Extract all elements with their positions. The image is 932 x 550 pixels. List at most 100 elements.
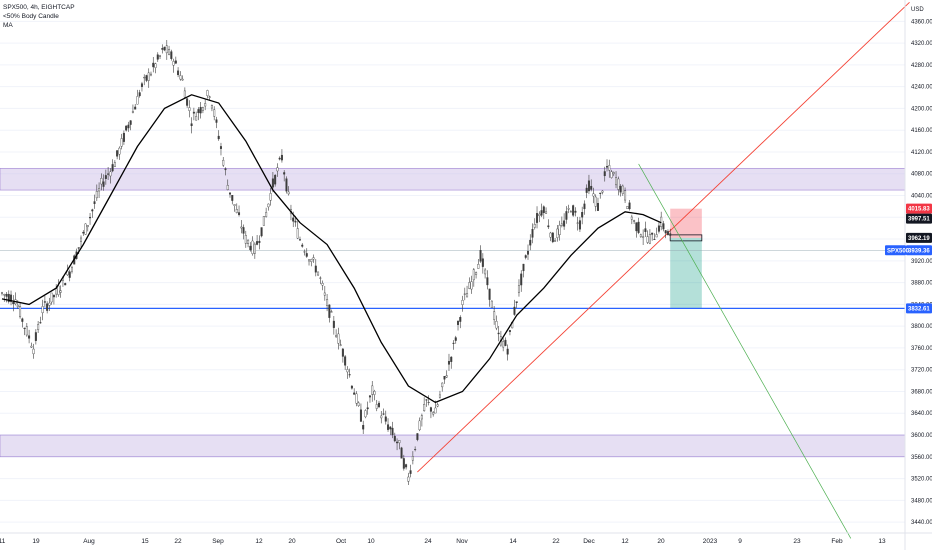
candle-body (633, 220, 636, 222)
legend-indicator-body-candle[interactable]: <50% Body Candle (3, 13, 59, 20)
time-tick-label: 10 (367, 538, 375, 545)
price-tick-label: 3440.00 (911, 520, 932, 526)
candle-body (109, 171, 112, 177)
candle-body (382, 413, 385, 415)
candle-body (387, 424, 390, 430)
symbol-tag[interactable] (885, 245, 906, 256)
candle-body (359, 409, 362, 422)
price-tag[interactable] (906, 232, 932, 243)
candle-body (350, 385, 353, 389)
candle-body (642, 236, 645, 238)
candle-body (526, 250, 529, 255)
time-tick-label: 9 (738, 538, 742, 545)
candle-body (312, 257, 315, 260)
candle-body (120, 138, 123, 147)
candle-body (346, 369, 349, 373)
price-tag-label: 3939.36 (908, 248, 930, 254)
candle-body (235, 209, 238, 213)
candle-body (265, 212, 268, 217)
candle-body (125, 125, 128, 131)
candle-body (427, 401, 430, 403)
candle-body (82, 231, 85, 234)
candle-body (301, 244, 304, 247)
candle-body (477, 264, 480, 269)
candle-body (452, 342, 455, 344)
candle-body (107, 173, 110, 175)
candle-body (488, 288, 491, 300)
candle-body (475, 272, 478, 275)
candle-body (195, 116, 198, 121)
candle-body (563, 220, 566, 227)
moving-average-line[interactable] (1, 94, 662, 404)
price-tick-label: 4360.00 (911, 19, 932, 25)
candle-body (416, 433, 419, 440)
resistance-zone[interactable] (0, 167, 906, 191)
candle-body (59, 290, 62, 293)
candle-body (407, 476, 410, 482)
candle-body (280, 154, 283, 161)
price-tag[interactable] (906, 213, 932, 224)
price-tag[interactable] (906, 303, 932, 314)
candle-body (28, 335, 31, 339)
price-tick-label: 3480.00 (911, 498, 932, 504)
candle-body (10, 294, 13, 302)
candle-body (204, 103, 207, 107)
legend-symbol[interactable]: SPX500, 4h, EIGHTCAP (3, 4, 75, 11)
candle-body (648, 233, 651, 244)
candle-body (197, 109, 200, 114)
price-tick-label: 4200.00 (911, 106, 932, 112)
time-tick-label: Nov (456, 538, 468, 545)
candle-body (113, 162, 116, 167)
rising-trendline[interactable] (417, 1, 910, 473)
candle-body (323, 292, 326, 296)
take-profit-zone[interactable] (670, 237, 702, 309)
candle-body (256, 241, 259, 245)
candle-body (398, 440, 401, 444)
candle-body (393, 435, 396, 442)
candle-body (612, 172, 615, 175)
stop-loss-zone[interactable] (670, 208, 702, 238)
price-tag[interactable] (906, 203, 932, 214)
legend-indicator-ma[interactable]: MA (3, 22, 13, 29)
candle-body (669, 233, 672, 236)
candle-body (513, 306, 516, 315)
candle-body (418, 420, 421, 431)
candle-body (472, 269, 475, 281)
candle-body (262, 216, 265, 226)
price-tick-label: 3720.00 (911, 368, 932, 374)
candle-body (233, 204, 236, 206)
candle-body (314, 265, 317, 273)
candle-body (292, 217, 295, 222)
projection-line[interactable] (638, 163, 852, 539)
candle-body (441, 382, 444, 388)
candle-body (666, 231, 669, 236)
candle-body (332, 320, 335, 328)
time-tick-label: Aug (83, 538, 95, 545)
candle-body (147, 72, 150, 81)
candle-body (628, 202, 631, 210)
candle-body (484, 269, 487, 275)
candle-body (637, 221, 640, 233)
price-tag[interactable] (906, 245, 932, 256)
candle-body (411, 456, 414, 461)
candle-body (46, 303, 49, 311)
chart-legend: SPX500, 4h, EIGHTCAP <50% Body Candle MA (3, 3, 75, 30)
candle-body (461, 300, 464, 305)
candle-body (215, 119, 218, 123)
candle-body (253, 243, 256, 254)
candle-body (116, 150, 119, 157)
candle-body (278, 157, 281, 160)
candle-body (549, 232, 552, 238)
time-tick-label: 12 (255, 538, 263, 545)
candle-body (425, 399, 428, 401)
candle-body (664, 230, 667, 234)
candle-body (592, 193, 595, 197)
candle-body (192, 111, 195, 114)
candle-body (560, 223, 563, 226)
candle-body (190, 123, 193, 127)
candle-body (558, 224, 561, 236)
candle-body (432, 412, 435, 415)
candle-body (355, 393, 358, 404)
candle-body (267, 203, 270, 208)
